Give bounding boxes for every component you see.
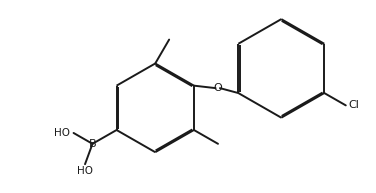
Text: B: B: [89, 139, 96, 149]
Text: HO: HO: [54, 128, 70, 138]
Text: HO: HO: [77, 166, 93, 176]
Text: O: O: [214, 83, 222, 93]
Text: Cl: Cl: [349, 100, 359, 110]
